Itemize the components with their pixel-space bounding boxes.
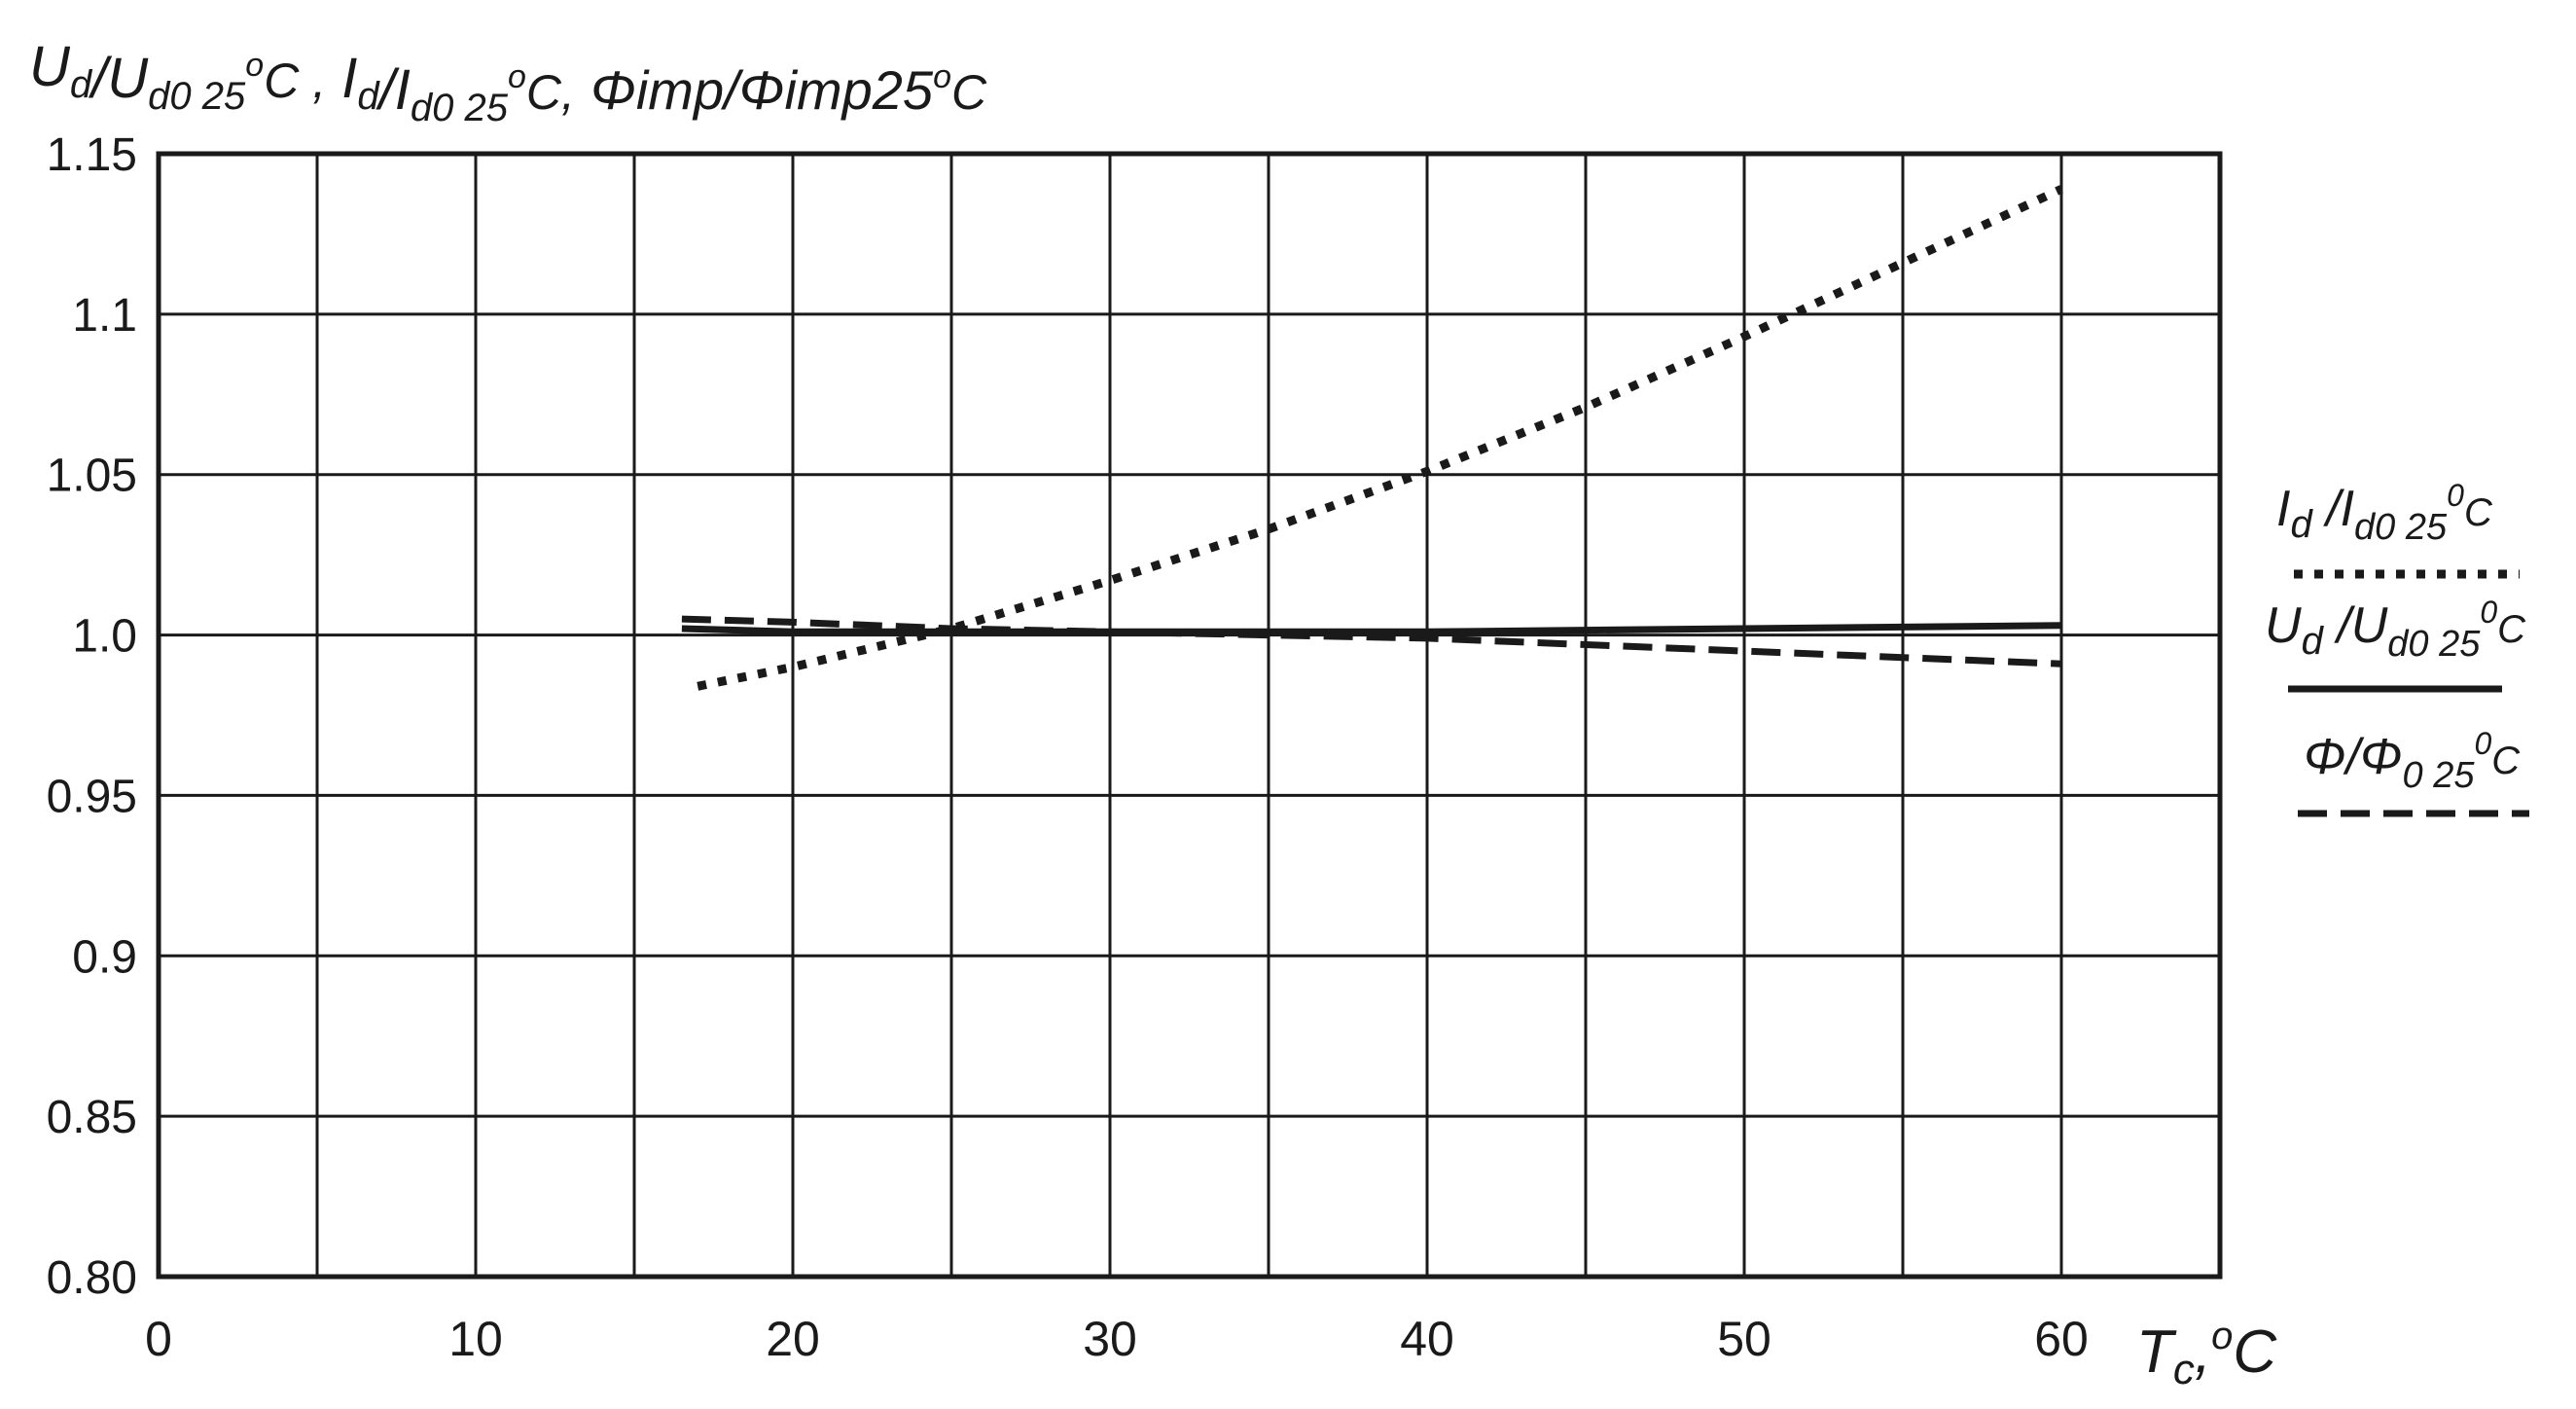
y-tick-label: 1.15 bbox=[47, 129, 137, 181]
chart-title: Ud/Ud0 25oC , Id/Id0 25oC, Φimp/Φimp25oC bbox=[29, 35, 987, 129]
y-tick-label: 1.1 bbox=[72, 290, 137, 342]
x-tick-label: 50 bbox=[1717, 1312, 1771, 1366]
x-tick-label: 0 bbox=[145, 1312, 172, 1366]
x-tick-label: 10 bbox=[448, 1312, 503, 1366]
legend-label-2: Ud /Ud0 250C bbox=[2265, 595, 2526, 665]
grid bbox=[156, 151, 2223, 1280]
series-line-dashed bbox=[681, 615, 2062, 668]
plot-frame bbox=[156, 151, 2223, 1280]
legend: Id /Id0 250C Ud /Ud0 250C Φ/Φ0 250C bbox=[2265, 478, 2529, 817]
y-axis-ticks: 0.80 0.85 0.9 0.95 1.0 1.05 1.1 1.15 bbox=[47, 129, 137, 1304]
y-tick-label: 0.9 bbox=[72, 931, 137, 983]
legend-label-3: Φ/Φ0 250C bbox=[2304, 726, 2521, 796]
x-axis-ticks: 0 10 20 30 40 50 60 bbox=[145, 1312, 2089, 1366]
series-line-solid bbox=[681, 622, 2062, 635]
series-line-dotted bbox=[697, 185, 2063, 691]
legend-label-1: Id /Id0 250C bbox=[2276, 478, 2493, 548]
x-axis-label: Tc,oC bbox=[2136, 1315, 2277, 1393]
y-tick-label: 0.85 bbox=[47, 1092, 137, 1143]
plot-series bbox=[681, 185, 2063, 691]
x-tick-label: 30 bbox=[1083, 1312, 1137, 1366]
y-tick-label: 0.95 bbox=[47, 771, 137, 822]
y-tick-label: 1.0 bbox=[72, 611, 137, 663]
y-tick-label: 1.05 bbox=[47, 451, 137, 502]
x-tick-label: 60 bbox=[2034, 1312, 2089, 1366]
x-tick-label: 20 bbox=[766, 1312, 820, 1366]
y-tick-label: 0.80 bbox=[47, 1252, 137, 1304]
x-tick-label: 40 bbox=[1400, 1312, 1454, 1366]
